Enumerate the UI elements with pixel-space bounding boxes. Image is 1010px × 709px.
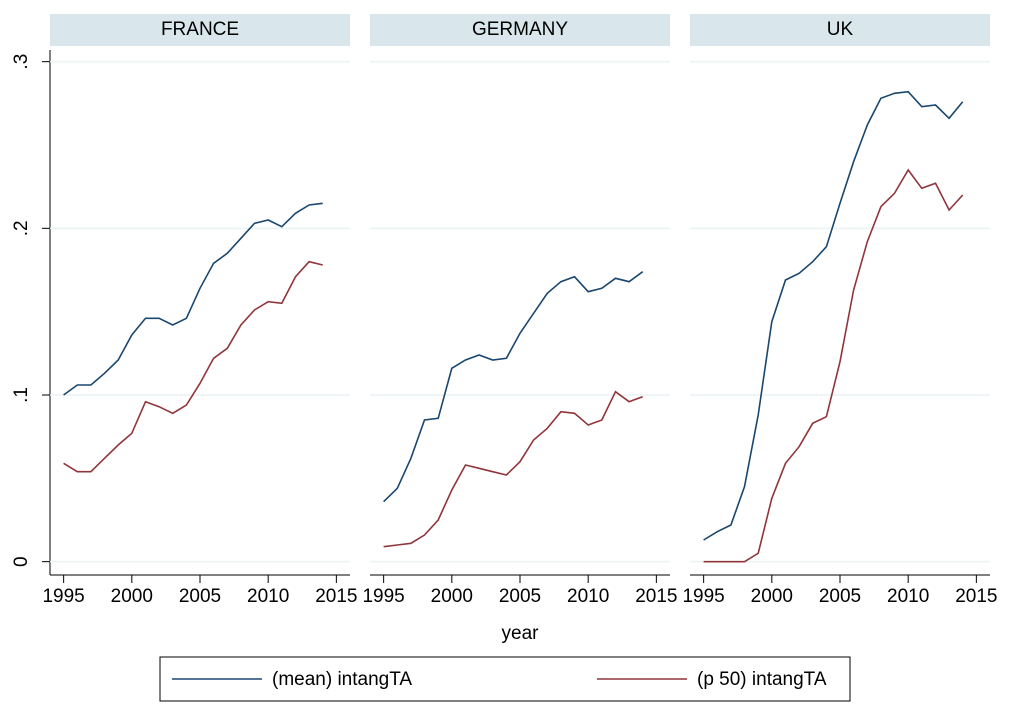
panel-title: GERMANY xyxy=(472,19,568,40)
legend-label: (mean) intangTA xyxy=(272,669,412,690)
y-tick-label: .3 xyxy=(11,54,32,70)
legend-label: (p 50) intangTA xyxy=(697,669,827,690)
x-tick-label: 2010 xyxy=(247,586,289,607)
x-tick-label: 2000 xyxy=(751,586,793,607)
panel-header xyxy=(370,14,670,46)
panel-header xyxy=(50,14,350,46)
y-tick-label: .2 xyxy=(11,220,32,236)
panel-title: FRANCE xyxy=(161,19,239,40)
series-line xyxy=(383,390,643,548)
series-line xyxy=(703,90,964,541)
panel-title: UK xyxy=(827,19,854,40)
x-tick-label: 2005 xyxy=(819,586,861,607)
x-tick-label: 1995 xyxy=(42,586,84,607)
x-tick-label: 1995 xyxy=(362,586,404,607)
x-tick-label: 2005 xyxy=(179,586,221,607)
x-tick-label: 2010 xyxy=(567,586,609,607)
x-tick-label: 2015 xyxy=(315,586,357,607)
x-tick-label: 2015 xyxy=(955,586,997,607)
x-tick-label: 2015 xyxy=(635,586,677,607)
series-line xyxy=(63,260,323,473)
x-tick-label: 2005 xyxy=(499,586,541,607)
x-tick-label: 2000 xyxy=(111,586,153,607)
x-tick-label: 2000 xyxy=(431,586,473,607)
panel-header xyxy=(690,14,990,46)
y-tick-label: .1 xyxy=(11,387,32,403)
x-tick-label: 2010 xyxy=(887,586,929,607)
series-line xyxy=(383,271,644,503)
y-tick-label: 0 xyxy=(11,556,32,567)
series-line xyxy=(63,202,323,396)
x-axis-label: year xyxy=(502,623,540,644)
legend-box xyxy=(159,656,851,702)
x-tick-label: 1995 xyxy=(682,586,724,607)
series-line xyxy=(703,168,964,563)
